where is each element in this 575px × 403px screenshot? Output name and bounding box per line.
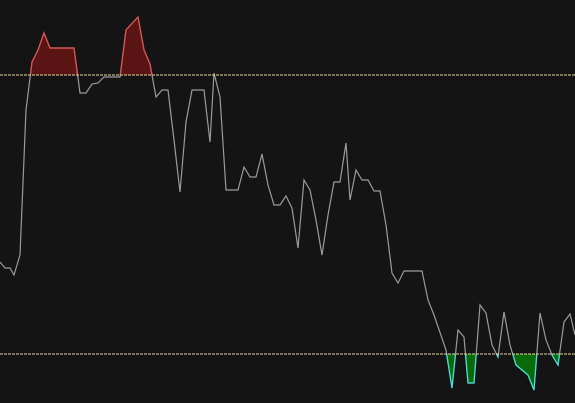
overbought-fill	[0, 17, 575, 75]
oversold-fill	[0, 354, 575, 390]
line	[0, 15, 575, 391]
